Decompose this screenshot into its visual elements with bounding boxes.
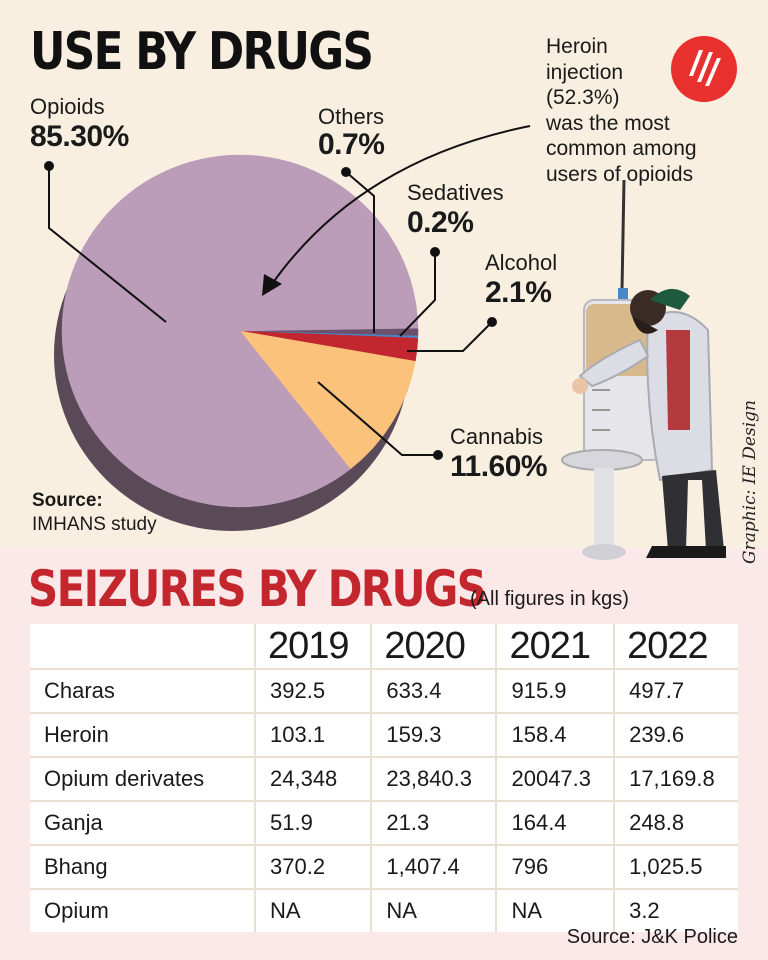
leader-dot-cannabis (433, 450, 443, 460)
row-label: Opium derivates (30, 756, 255, 801)
table-cell: 20047.3 (495, 756, 615, 801)
table-row: Opium derivates 24,348 23,840.3 20047.3 … (30, 756, 738, 801)
table-cell: 23,840.3 (370, 756, 497, 801)
column-header-2019: 2019 (253, 624, 372, 669)
pie-label-opioids: Opioids (30, 94, 105, 119)
table-cell: 158.4 (495, 712, 615, 757)
syringe-man-illustration-icon (561, 180, 726, 560)
row-label: Ganja (30, 800, 255, 845)
pie-label-cannabis: Cannabis (450, 424, 543, 449)
pie-value-opioids: 85.30% (30, 120, 129, 153)
column-header-2021: 2021 (495, 624, 615, 669)
page-title: USE BY DRUGS (30, 22, 374, 82)
table-cell: 915.9 (495, 668, 615, 713)
pie-slice-opioids (61, 154, 419, 508)
seizures-title: SEIZURES BY DRUGS (28, 560, 487, 618)
table-row: Charas 392.5 633.4 915.9 497.7 (30, 668, 738, 713)
callout-line: users of opioids (546, 162, 694, 186)
unit-note: (All figures in kgs) (470, 588, 629, 610)
table-cell: 796 (495, 844, 615, 889)
table-cell: 103.1 (253, 712, 372, 757)
seizures-table: 2019 2020 2021 2022 Charas 392.5 633.4 9… (30, 624, 738, 932)
column-header-2020: 2020 (370, 624, 497, 669)
table-row: Opium NA NA NA 3.2 (30, 888, 738, 932)
table-cell: 164.4 (495, 800, 615, 845)
callout-line: was the most (546, 111, 670, 135)
table-cell: 51.9 (253, 800, 372, 845)
table-cell: NA (495, 888, 615, 932)
leader-sedatives (399, 252, 436, 337)
source-top-label: Source: (32, 490, 103, 511)
callout-line: injection (546, 60, 624, 84)
callout-line: Heroin (546, 35, 608, 58)
row-label: Opium (30, 888, 255, 932)
callout-line: common among (546, 137, 697, 160)
pie-value-alcohol: 2.1% (485, 276, 552, 309)
table-cell: 159.3 (370, 712, 497, 757)
leader-cannabis (317, 381, 438, 456)
table-cell: 633.4 (370, 668, 497, 713)
table-cell: 239.6 (613, 712, 738, 757)
publisher-logo-icon (671, 36, 737, 102)
table-row: Bhang 370.2 1,407.4 796 1,025.5 (30, 844, 738, 889)
leader-dot-others (341, 167, 351, 177)
source-bottom: Source: J&K Police (566, 926, 738, 948)
source-top-value: IMHANS study (32, 514, 157, 535)
table-cell: NA (253, 888, 372, 932)
leader-opioids (48, 166, 167, 323)
pie-value-others: 0.7% (318, 128, 385, 161)
table-cell: NA (370, 888, 497, 932)
heroin-callout: Heroin injection (52.3%) was the most co… (546, 34, 726, 187)
pie-label-others: Others (318, 104, 385, 129)
use-by-drugs-pie-chart (44, 125, 531, 531)
table-cell: 1,407.4 (370, 844, 497, 889)
table-cell: 3.2 (613, 888, 738, 932)
table-cell: 248.8 (613, 800, 738, 845)
leader-others (345, 171, 375, 333)
row-label: Bhang (30, 844, 255, 889)
table-row: Heroin 103.1 159.3 158.4 239.6 (30, 712, 738, 757)
leader-alcohol (407, 321, 493, 352)
table-cell: 1,025.5 (613, 844, 738, 889)
table-cell: 21.3 (370, 800, 497, 845)
graphic-credit: Graphic: IE Design (740, 400, 760, 564)
table-cell: 497.7 (613, 668, 738, 713)
column-header-2022: 2022 (613, 624, 738, 669)
table-row: Ganja 51.9 21.3 164.4 248.8 (30, 800, 738, 845)
callout-line: (52.3%) (546, 86, 620, 109)
table-corner-cell (30, 624, 255, 669)
table-cell: 392.5 (253, 668, 372, 713)
pie-value-sedatives: 0.2% (407, 206, 474, 239)
pie-value-cannabis: 11.60% (450, 450, 548, 483)
row-label: Charas (30, 668, 255, 713)
row-label: Heroin (30, 712, 255, 757)
table-cell: 17,169.8 (613, 756, 738, 801)
callout-arrow-head (262, 274, 282, 296)
table-cell: 24,348 (253, 756, 372, 801)
pie-label-alcohol: Alcohol (485, 250, 558, 275)
table-header-row: 2019 2020 2021 2022 (30, 624, 738, 669)
leader-dot-opioids (44, 161, 54, 171)
pie-label-sedatives: Sedatives (407, 180, 504, 205)
leader-dot-alcohol (487, 317, 497, 327)
pie-slice-cannabis (239, 330, 416, 470)
callout-arrow (271, 125, 531, 285)
table-cell: 370.2 (253, 844, 372, 889)
leader-dot-sedatives (430, 247, 440, 257)
